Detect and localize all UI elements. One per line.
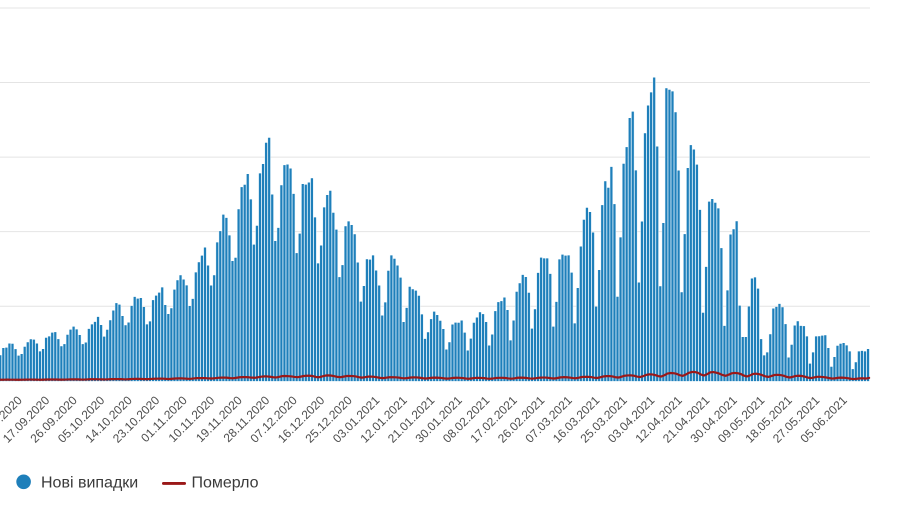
- svg-text:Нові випадки: Нові випадки: [41, 474, 138, 491]
- svg-text:Померло: Померло: [192, 474, 259, 491]
